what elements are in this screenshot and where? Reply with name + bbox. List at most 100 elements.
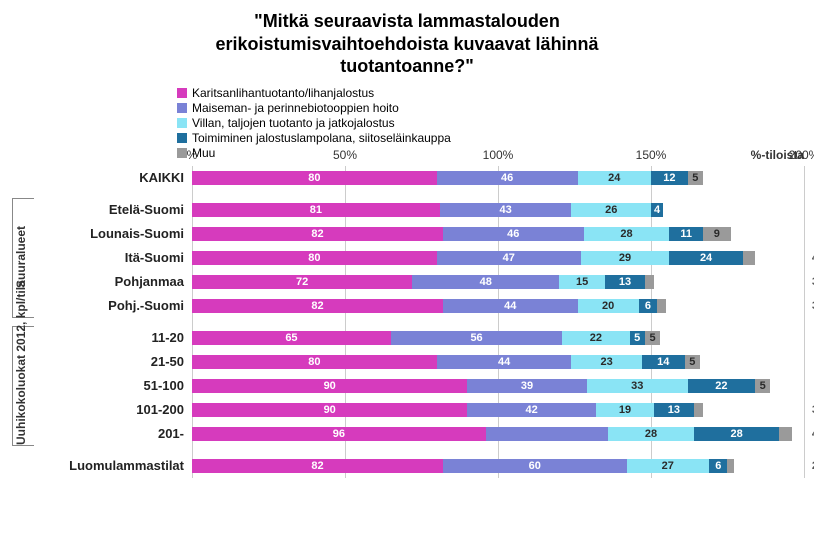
bar-segment: 23 <box>571 355 641 369</box>
bar-segment: 56 <box>391 331 562 345</box>
bar-segment: 80 <box>192 171 437 185</box>
bar-segment: 33 <box>587 379 688 393</box>
row-label: 51-100 <box>36 374 192 398</box>
legend-label: Villan, taljojen tuotanto ja jatkojalost… <box>192 116 395 130</box>
bar-segment: 3 <box>645 275 654 289</box>
bar-segment: 96 <box>192 427 486 441</box>
legend-swatch <box>177 118 187 128</box>
bar-container: 724815133 <box>192 275 804 289</box>
bar-segment: 5 <box>645 331 660 345</box>
bar-segment: 6 <box>639 299 657 313</box>
x-axis: %50%100%150%200%%-tiloista <box>192 148 804 164</box>
row-label: 11-20 <box>36 326 192 350</box>
bar-segment: 3 <box>694 403 703 417</box>
bar-row: 804729244 <box>192 246 804 270</box>
row-label: 21-50 <box>36 350 192 374</box>
bar-segment: 12 <box>651 171 688 185</box>
bar-row: 724815133 <box>192 270 804 294</box>
bar-segment: 5 <box>688 171 703 185</box>
bar-row: 804624125 <box>192 166 804 190</box>
bar-row: 65562255 <box>192 326 804 350</box>
row-label: Etelä-Suomi <box>36 198 192 222</box>
legend-item: Villan, taljojen tuotanto ja jatkojalost… <box>177 116 637 130</box>
bar-segment: 26 <box>571 203 651 217</box>
bar-container: 804729244 <box>192 251 804 265</box>
bar-segment: 4 <box>743 251 755 265</box>
bar-segment: 82 <box>192 299 443 313</box>
bar-segment: 9 <box>703 227 731 241</box>
chart-title: "Mitkä seuraavista lammastalouden erikoi… <box>10 10 804 78</box>
bar-segment: 5 <box>630 331 645 345</box>
legend-swatch <box>177 88 187 98</box>
bar-row: 804423145 <box>192 350 804 374</box>
bar-segment: 11 <box>669 227 703 241</box>
bar-segment: 20 <box>578 299 639 313</box>
legend-item: Toimiminen jalostuslampolana, siitoseläi… <box>177 131 637 145</box>
row-label: Itä-Suomi <box>36 246 192 270</box>
bar-row: 9628284 <box>192 422 804 446</box>
legend-item: Karitsanlihantuotanto/lihanjalostus <box>177 86 637 100</box>
bar-segment: 90 <box>192 379 467 393</box>
legend-label: Maiseman- ja perinnebiotooppien hoito <box>192 101 399 115</box>
row-label: Lounais-Suomi <box>36 222 192 246</box>
bar-segment: 46 <box>437 171 578 185</box>
legend-item: Maiseman- ja perinnebiotooppien hoito <box>177 101 637 115</box>
bar-row: 824628119 <box>192 222 804 246</box>
bar-segment: 39 <box>467 379 586 393</box>
axis-tick-label: % <box>187 148 198 162</box>
bar-segment: 27 <box>627 459 710 473</box>
row-labels-column: KAIKKI Etelä-SuomiLounais-SuomiItä-SuomiP… <box>36 166 192 478</box>
bar-segment: 65 <box>192 331 391 345</box>
bar-segment: 90 <box>192 403 467 417</box>
bar-segment: 82 <box>192 227 443 241</box>
bar-segment: 80 <box>192 355 437 369</box>
bar-container: 82602762 <box>192 459 804 473</box>
bar-segment <box>486 427 608 441</box>
bar-segment: 2 <box>727 459 733 473</box>
bar-segment: 47 <box>437 251 581 265</box>
bar-row: 82442063 <box>192 294 804 318</box>
bar-segment: 28 <box>608 427 694 441</box>
bar-segment: 44 <box>443 299 578 313</box>
row-label: 101-200 <box>36 398 192 422</box>
bars-column: %50%100%150%200%%-tiloista 8046241258143… <box>192 166 804 478</box>
bar-container: 8143264 <box>192 203 804 217</box>
bar-segment: 43 <box>440 203 572 217</box>
bar-segment: 4 <box>779 427 791 441</box>
bar-segment: 46 <box>443 227 584 241</box>
legend-label: Toimiminen jalostuslampolana, siitoseläi… <box>192 131 451 145</box>
bar-segment: 4 <box>651 203 663 217</box>
bar-segment: 42 <box>467 403 596 417</box>
row-label: KAIKKI <box>36 166 192 190</box>
bar-segment: 72 <box>192 275 412 289</box>
axis-right-label: %-tiloista <box>751 148 804 162</box>
bar-container: 82442063 <box>192 299 804 313</box>
axis-tick-label: 150% <box>636 148 667 162</box>
bar-container: 824628119 <box>192 227 804 241</box>
chart-title-line2: erikoistumisvaihtoehdoista kuvaavat lähi… <box>10 33 804 56</box>
bar-segment: 80 <box>192 251 437 265</box>
bar-segment: 6 <box>709 459 727 473</box>
bar-segment: 14 <box>642 355 685 369</box>
bar-row: 903933225 <box>192 374 804 398</box>
row-label: Luomulammastilat <box>36 454 192 478</box>
bar-row: 904219133 <box>192 398 804 422</box>
row-label: Pohjanmaa <box>36 270 192 294</box>
legend-swatch <box>177 103 187 113</box>
bar-segment: 28 <box>584 227 670 241</box>
bar-segment: 44 <box>437 355 572 369</box>
axis-tick-label: 50% <box>333 148 357 162</box>
bar-segment: 5 <box>685 355 700 369</box>
bar-segment: 22 <box>688 379 755 393</box>
bar-segment: 81 <box>192 203 440 217</box>
bar-segment: 82 <box>192 459 443 473</box>
bar-segment: 60 <box>443 459 627 473</box>
bar-segment: 48 <box>412 275 559 289</box>
bar-container: 804423145 <box>192 355 804 369</box>
legend-swatch <box>177 133 187 143</box>
bar-container: 804624125 <box>192 171 804 185</box>
bar-container: 9628284 <box>192 427 804 441</box>
bar-row: 82602762 <box>192 454 804 478</box>
chart-title-line1: "Mitkä seuraavista lammastalouden <box>10 10 804 33</box>
bar-segment: 5 <box>755 379 770 393</box>
